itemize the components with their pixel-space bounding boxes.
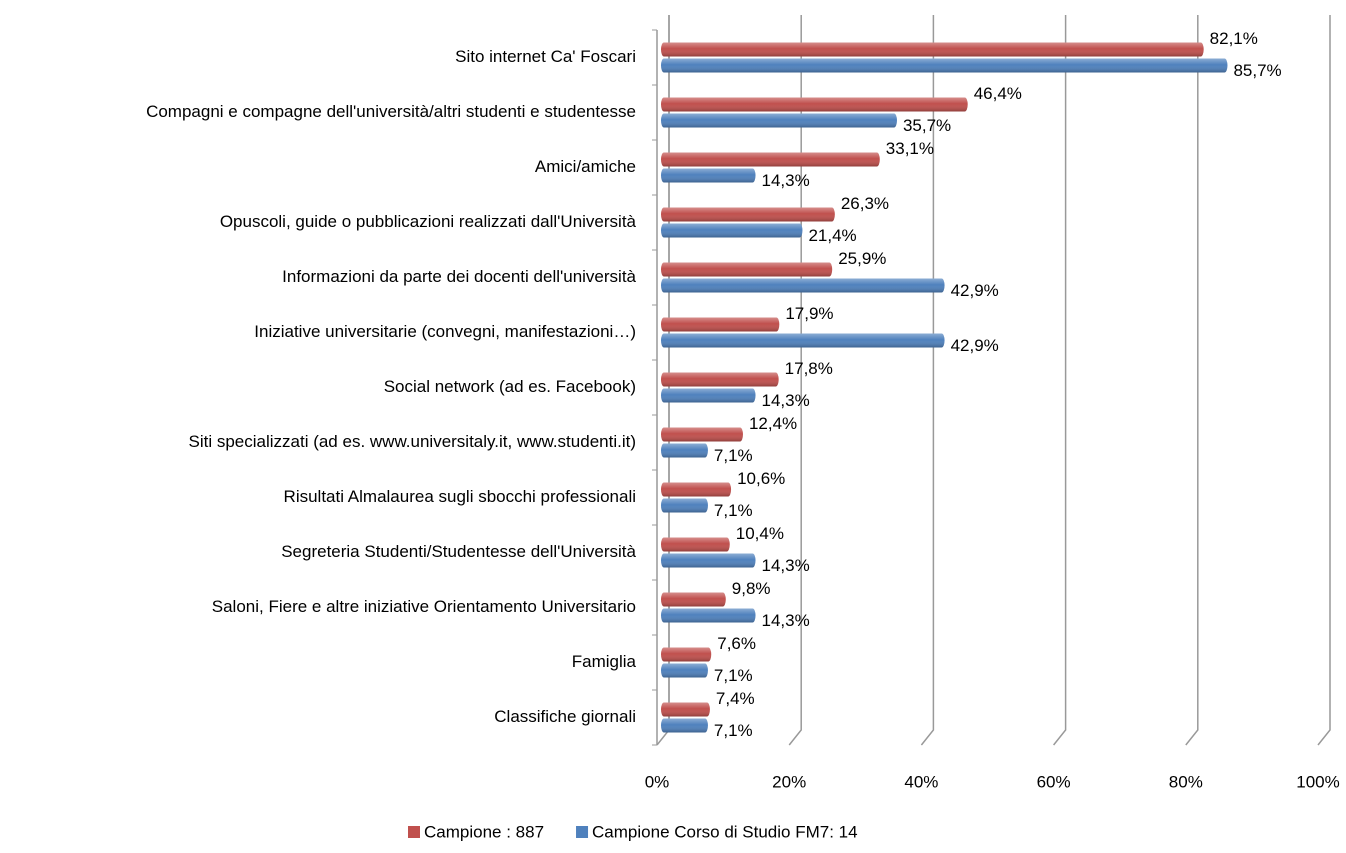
bar-shine xyxy=(661,262,833,277)
data-label: 42,9% xyxy=(951,336,999,355)
bar-shine xyxy=(661,647,712,662)
data-label: 14,3% xyxy=(762,611,810,630)
y-tick-label: Informazioni da parte dei docenti dell'u… xyxy=(282,267,636,286)
data-label: 14,3% xyxy=(762,171,810,190)
data-label: 7,1% xyxy=(714,721,753,740)
data-label: 10,4% xyxy=(736,524,784,543)
x-tick-label: 0% xyxy=(645,772,670,791)
x-tick-label: 40% xyxy=(904,772,938,791)
bar-shine xyxy=(661,152,880,167)
bar-shine xyxy=(661,498,708,513)
bar-shine xyxy=(661,42,1204,57)
bar-shine xyxy=(661,537,730,552)
y-tick-label: Siti specializzati (ad es. www.universit… xyxy=(188,432,636,451)
data-label: 25,9% xyxy=(838,249,886,268)
x-tick-label: 60% xyxy=(1037,772,1071,791)
bar-shine xyxy=(661,97,968,112)
grid-line xyxy=(1053,15,1067,746)
data-label: 17,8% xyxy=(785,359,833,378)
y-tick-label: Compagni e compagne dell'università/altr… xyxy=(146,102,636,121)
bar-shine xyxy=(661,372,779,387)
grid-line xyxy=(1317,15,1331,746)
grid-line xyxy=(920,15,935,746)
data-label: 21,4% xyxy=(808,226,856,245)
bar-shine xyxy=(661,278,945,293)
data-label: 82,1% xyxy=(1210,29,1258,48)
data-label: 7,1% xyxy=(714,666,753,685)
y-tick-label: Segreteria Studenti/Studentesse dell'Uni… xyxy=(281,542,636,561)
bar-shine xyxy=(661,223,803,238)
y-tick-label: Social network (ad es. Facebook) xyxy=(384,377,636,396)
bar-shine xyxy=(661,168,756,183)
data-label: 9,8% xyxy=(732,579,771,598)
grid-line xyxy=(788,15,802,746)
y-tick-label: Amici/amiche xyxy=(535,157,636,176)
y-tick-label: Risultati Almalaurea sugli sbocchi profe… xyxy=(284,487,636,506)
data-label: 33,1% xyxy=(886,139,934,158)
legend-swatch xyxy=(408,826,420,838)
data-label: 14,3% xyxy=(762,556,810,575)
y-tick-label: Sito internet Ca' Foscari xyxy=(455,47,636,66)
data-label: 35,7% xyxy=(903,116,951,135)
data-label: 7,1% xyxy=(714,501,753,520)
data-label: 14,3% xyxy=(762,391,810,410)
data-label: 42,9% xyxy=(951,281,999,300)
y-tick-label: Iniziative universitarie (convegni, mani… xyxy=(254,322,636,341)
bar-shine xyxy=(661,553,756,568)
bar-shine xyxy=(661,663,708,678)
y-tick-label: Saloni, Fiere e altre iniziative Orienta… xyxy=(212,597,636,616)
bar-shine xyxy=(661,702,710,717)
y-tick-label: Classifiche giornali xyxy=(494,707,636,726)
bar-shine xyxy=(661,388,756,403)
bar-shine xyxy=(661,608,756,623)
legend-label: Campione Corso di Studio FM7: 14 xyxy=(592,822,858,841)
x-tick-label: 80% xyxy=(1169,772,1203,791)
bar-shine xyxy=(661,58,1228,73)
x-tick-label: 20% xyxy=(772,772,806,791)
bar-shine xyxy=(661,317,780,332)
data-label: 12,4% xyxy=(749,414,797,433)
data-label: 10,6% xyxy=(737,469,785,488)
bar-shine xyxy=(661,113,897,128)
legend-swatch xyxy=(576,826,589,838)
data-label: 85,7% xyxy=(1233,61,1281,80)
data-label: 7,1% xyxy=(714,446,753,465)
bar-shine xyxy=(661,427,743,442)
data-label: 46,4% xyxy=(974,84,1022,103)
data-label: 7,4% xyxy=(716,689,755,708)
bar-shine xyxy=(661,482,732,497)
bar-shine xyxy=(661,333,945,348)
data-label: 26,3% xyxy=(841,194,889,213)
y-tick-label: Opuscoli, guide o pubblicazioni realizza… xyxy=(220,212,637,231)
grid-line xyxy=(1185,15,1199,746)
data-label: 17,9% xyxy=(785,304,833,323)
data-label: 7,6% xyxy=(717,634,756,653)
bar-shine xyxy=(661,207,835,222)
x-tick-label: 100% xyxy=(1296,772,1339,791)
bar-shine xyxy=(661,592,726,607)
bar-shine xyxy=(661,443,708,458)
bar-shine xyxy=(661,718,708,733)
legend-label: Campione : 887 xyxy=(424,822,544,841)
y-tick-label: Famiglia xyxy=(572,652,637,671)
